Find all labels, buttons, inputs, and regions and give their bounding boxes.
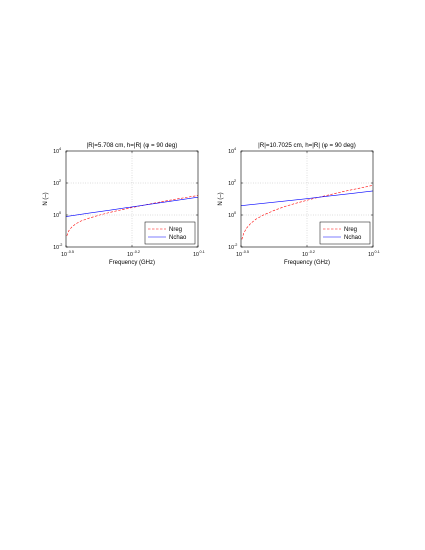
legend-box bbox=[319, 221, 371, 245]
chart-title: |R|=10.7025 cm, h=|R| (φ = 90 deg) bbox=[258, 142, 356, 149]
y-tick-exponent: -2 bbox=[59, 243, 62, 247]
x-tick-label: 10 bbox=[368, 252, 374, 258]
y-tick-label: 10 bbox=[228, 213, 234, 219]
y-tick-exponent: -2 bbox=[234, 243, 237, 247]
legend-label-nchao: Nchao bbox=[169, 235, 187, 241]
x-tick-label: 10 bbox=[302, 252, 308, 258]
axes-box bbox=[65, 150, 199, 248]
x-tick-exponent: -0.2 bbox=[134, 250, 141, 254]
y-axis-label: N (–) bbox=[43, 192, 49, 205]
y-tick-label: 10 bbox=[228, 245, 234, 251]
series-line-nreg bbox=[66, 195, 199, 236]
chart-title: |R|=5.708 cm, h=|R| (φ = 90 deg) bbox=[87, 142, 178, 149]
x-tick-exponent: -0.5 bbox=[243, 250, 250, 254]
y-tick-exponent: 2 bbox=[234, 179, 236, 183]
legend: Nreg Nchao bbox=[319, 221, 371, 245]
series-line-nchao bbox=[240, 190, 374, 207]
y-tick-label: 10 bbox=[53, 213, 59, 219]
x-tick-exponent: -0.5 bbox=[68, 250, 75, 254]
legend-label-nchao: Nchao bbox=[344, 235, 362, 241]
series-line-nreg bbox=[241, 184, 374, 240]
x-axis-label: Frequency (GHz) bbox=[284, 260, 330, 266]
x-tick-label: 10 bbox=[61, 252, 67, 258]
series-line-nchao bbox=[65, 196, 199, 217]
y-tick-exponent: 2 bbox=[59, 179, 61, 183]
y-tick-label: 10 bbox=[53, 181, 59, 187]
x-tick-label: 10 bbox=[236, 252, 242, 258]
y-tick-label: 10 bbox=[228, 149, 234, 155]
y-tick-exponent: 4 bbox=[234, 147, 236, 151]
y-tick-label: 10 bbox=[53, 149, 59, 155]
x-tick-label: 10 bbox=[193, 252, 199, 258]
legend-label-nreg: Nreg bbox=[344, 227, 357, 233]
x-tick-exponent: 0.1 bbox=[375, 250, 380, 254]
y-tick-exponent: 0 bbox=[59, 211, 61, 215]
x-tick-exponent: -0.2 bbox=[309, 250, 316, 254]
y-tick-label: 10 bbox=[53, 245, 59, 251]
y-axis-label: N (–) bbox=[218, 192, 224, 205]
legend-label-nreg: Nreg bbox=[169, 227, 182, 233]
legend-box bbox=[144, 221, 196, 245]
y-tick-exponent: 4 bbox=[59, 147, 61, 151]
x-axis-label: Frequency (GHz) bbox=[109, 260, 155, 266]
x-tick-label: 10 bbox=[127, 252, 133, 258]
y-tick-exponent: 0 bbox=[234, 211, 236, 215]
y-tick-label: 10 bbox=[228, 181, 234, 187]
axes-box bbox=[240, 150, 374, 248]
x-tick-exponent: 0.1 bbox=[200, 250, 205, 254]
legend: Nreg Nchao bbox=[144, 221, 196, 245]
